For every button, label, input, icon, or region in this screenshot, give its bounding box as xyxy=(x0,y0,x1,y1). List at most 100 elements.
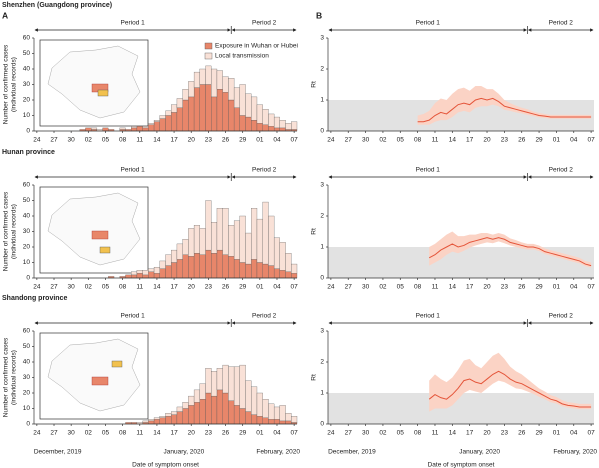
month-label: January, 2020 xyxy=(164,449,205,456)
x-tick-label: 04 xyxy=(570,137,578,144)
confidence-band xyxy=(429,231,592,268)
bar-segment xyxy=(262,124,269,132)
x-tick-label: 11 xyxy=(432,284,439,291)
bar-segment xyxy=(285,412,292,422)
bar-segment xyxy=(251,414,258,425)
period-label: Period 1 xyxy=(121,167,146,174)
bar-segment xyxy=(125,274,132,279)
x-tick-label: 26 xyxy=(518,430,526,437)
y-tick-label: 0 xyxy=(26,275,30,282)
period-label: Period 1 xyxy=(121,313,146,320)
bar-segment xyxy=(199,383,206,400)
bar-segment xyxy=(256,104,263,124)
panel: Shenzhen (Guangdong province)A0102030405… xyxy=(2,2,298,144)
bar-segment xyxy=(142,270,149,276)
y-axis-label: (individual records) xyxy=(11,204,18,259)
bar-segment xyxy=(176,243,183,260)
period-label: Period 1 xyxy=(121,20,146,27)
y-axis-label: Number of confirmed cases xyxy=(3,191,10,271)
x-tick-label: 02 xyxy=(85,430,93,437)
bar-segment xyxy=(205,84,212,132)
bar-segment xyxy=(256,416,263,425)
x-tick-label: 24 xyxy=(33,284,41,291)
bar-segment xyxy=(239,262,246,279)
x-tick-label: 27 xyxy=(50,137,58,144)
x-tick-label: 23 xyxy=(501,430,509,437)
panel-letter: B xyxy=(316,10,322,20)
x-tick-label: 23 xyxy=(205,137,213,144)
bar-segment xyxy=(176,98,183,108)
bar-segment xyxy=(285,253,292,272)
bar-segment xyxy=(182,402,189,409)
x-tick-label: 04 xyxy=(570,284,578,291)
x-tick-label: 29 xyxy=(535,430,543,437)
bar-segment xyxy=(279,242,286,271)
map-province xyxy=(97,89,109,97)
bar-segment xyxy=(279,270,286,279)
map-hubei xyxy=(91,230,109,240)
bar-segment xyxy=(228,256,235,279)
x-tick-label: 20 xyxy=(188,284,196,291)
bar-segment xyxy=(285,123,292,130)
bar-segment xyxy=(205,200,212,251)
bar-segment xyxy=(228,366,235,401)
x-tick-label: 29 xyxy=(239,137,247,144)
bar-segment xyxy=(148,124,155,132)
bar-segment xyxy=(228,99,235,132)
x-tick-label: 08 xyxy=(414,137,422,144)
x-tick-label: 23 xyxy=(205,430,213,437)
bar-segment xyxy=(211,371,218,397)
period-label: Period 1 xyxy=(416,20,441,27)
x-tick-label: 07 xyxy=(291,284,299,291)
panel-title: Shenzhen (Guangdong province) xyxy=(2,2,112,9)
y-tick-label: 60 xyxy=(23,328,31,335)
bar-segment xyxy=(159,115,166,119)
x-tick-label: 23 xyxy=(205,284,213,291)
bar-segment xyxy=(222,208,229,255)
x-tick-label: 14 xyxy=(449,430,457,437)
bar-segment xyxy=(211,222,218,254)
bar-segment xyxy=(239,115,246,132)
map-outline xyxy=(47,45,141,119)
bar-segment xyxy=(182,254,189,279)
x-tick-label: 11 xyxy=(136,430,143,437)
bar-segment xyxy=(216,208,223,251)
x-tick-label: 05 xyxy=(397,284,405,291)
x-tick-label: 14 xyxy=(153,284,161,291)
bar-segment xyxy=(245,380,252,412)
bar-segment xyxy=(205,392,212,425)
x-tick-label: 02 xyxy=(379,284,387,291)
x-tick-label: 24 xyxy=(327,430,335,437)
bar-segment xyxy=(262,201,269,265)
bar-segment xyxy=(279,420,286,425)
bar-segment xyxy=(85,127,92,132)
x-tick-label: 05 xyxy=(102,284,110,291)
month-label: February, 2020 xyxy=(256,449,300,456)
x-tick-label: 17 xyxy=(170,137,178,144)
x-tick-label: 02 xyxy=(85,284,93,291)
bar-segment xyxy=(245,411,252,425)
bar-segment xyxy=(251,259,258,279)
x-tick-label: 02 xyxy=(379,430,387,437)
period-label: Period 2 xyxy=(252,313,277,320)
rt-line xyxy=(417,97,592,123)
x-tick-label: 01 xyxy=(553,137,561,144)
y-tick-label: 3 xyxy=(320,35,324,42)
period-label: Period 1 xyxy=(416,167,441,174)
y-tick-label: 40 xyxy=(23,359,31,366)
bar-segment xyxy=(136,270,143,274)
bar-segment xyxy=(291,121,298,130)
bar-segment xyxy=(142,126,149,129)
x-tick-label: 26 xyxy=(222,137,230,144)
bar-segment xyxy=(188,395,195,406)
bar-segment xyxy=(176,259,183,279)
panel-title: Shandong province xyxy=(2,295,67,302)
bar-segment xyxy=(176,406,183,412)
x-tick-label: 30 xyxy=(362,430,370,437)
x-tick-label: 05 xyxy=(397,430,405,437)
bar-segment xyxy=(182,89,189,101)
confidence-band xyxy=(429,352,592,412)
bar-segment xyxy=(193,71,200,88)
